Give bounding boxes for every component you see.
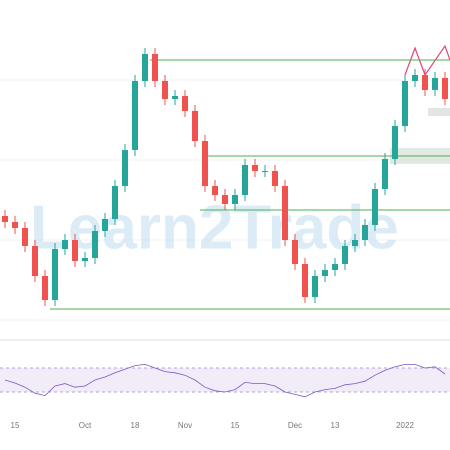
zone — [428, 108, 450, 116]
candle-body — [442, 78, 448, 99]
candle-body — [52, 249, 58, 300]
x-tick-label: 15 — [11, 421, 20, 430]
candle-body — [192, 111, 198, 141]
candle-body — [122, 150, 128, 186]
x-tick-label: Nov — [178, 421, 192, 430]
candle-body — [132, 81, 138, 150]
candle-body — [12, 222, 18, 228]
candle-body — [402, 81, 408, 126]
candle-body — [172, 96, 178, 99]
candle-body — [352, 240, 358, 246]
candle-body — [222, 195, 228, 204]
candle-body — [72, 240, 78, 261]
candle-body — [362, 225, 368, 240]
candle-body — [382, 159, 388, 189]
x-tick-label: 2022 — [396, 421, 414, 430]
candle-body — [302, 264, 308, 297]
x-tick-label: 18 — [131, 421, 140, 430]
candle-body — [212, 186, 218, 195]
candle-body — [372, 189, 378, 225]
candle-body — [342, 246, 348, 264]
candle-body — [242, 165, 248, 195]
candle-body — [262, 171, 268, 172]
x-tick-label: 15 — [231, 421, 240, 430]
candle-body — [112, 186, 118, 219]
indicator-band — [0, 368, 450, 392]
candle-body — [412, 75, 418, 81]
candle-body — [272, 171, 278, 186]
watermark: Learn2Trade — [30, 193, 399, 262]
candle-body — [82, 258, 88, 261]
candle-body — [162, 81, 168, 99]
candle-body — [202, 141, 208, 186]
x-tick-label: Dec — [288, 421, 302, 430]
candle-body — [62, 240, 68, 249]
candle-body — [32, 246, 38, 276]
candle-body — [252, 165, 258, 171]
candle-body — [322, 270, 328, 276]
x-tick-label: Oct — [79, 421, 92, 430]
candle-body — [232, 195, 238, 204]
candle-body — [42, 276, 48, 300]
candle-body — [312, 276, 318, 297]
candle-body — [422, 75, 428, 90]
candle-body — [292, 240, 298, 264]
candle-body — [182, 96, 188, 111]
candle-body — [142, 54, 148, 81]
candle-body — [432, 78, 438, 90]
candle-body — [22, 228, 28, 246]
x-tick-label: 13 — [331, 421, 340, 430]
candle-body — [392, 126, 398, 159]
candle-body — [92, 231, 98, 258]
candle-body — [102, 219, 108, 231]
candle-body — [152, 54, 158, 81]
candle-body — [282, 186, 288, 240]
candle-body — [2, 216, 8, 222]
indicator-line — [4, 363, 446, 398]
candle-body — [332, 264, 338, 270]
